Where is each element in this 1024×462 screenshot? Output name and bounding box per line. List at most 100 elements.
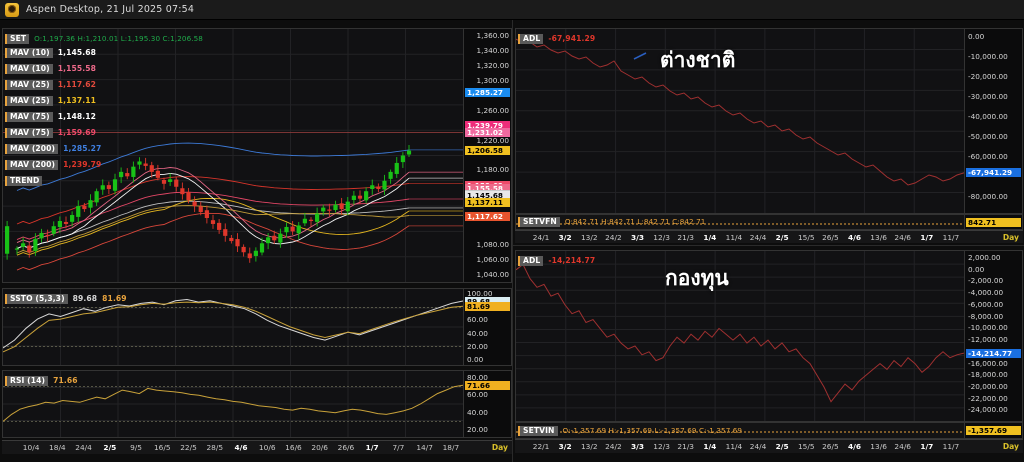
legend-mav-200-[interactable]: MAV (200) 1,239.79 [5,159,101,170]
adl-fund-tick: -10,000.00 [968,323,1008,333]
legend-value-rsi: 71.66 [53,376,78,385]
legend-ssto[interactable]: SSTO (5,3,3) 89.68 81.69 [5,293,127,304]
adl-fund-highlight-label[interactable]: -14,214.77 [966,348,1021,358]
adl-foreign-date-label: 11/4 [725,233,743,242]
left-date-label: 7/7 [392,443,405,452]
ssto-highlight-label[interactable]: 89.68 [465,296,510,306]
adl-foreign-axis[interactable]: 0.00 -10,000.00 -20,000.00 -30,000.00 -40,00… [965,28,1023,214]
adl-fund-tick: -20,000.00 [968,382,1008,391]
legend-chip-adl-fund[interactable]: ADL [518,255,544,266]
setvin-row[interactable] [515,422,965,439]
price-chart-plot[interactable] [2,28,464,283]
price-highlight-label[interactable]: 1,155.58 [465,184,510,194]
adl-fund-date-label: 11/7 [942,442,960,451]
price-highlight-label[interactable]: 1,231.02 [465,127,510,137]
legend-chip[interactable]: MAV (75) [5,127,53,138]
legend-chip-setvfn[interactable]: SETVFN [518,216,560,227]
price-highlight-label[interactable]: 1,239.79 [465,121,510,131]
left-day-tag[interactable]: Day [491,443,508,452]
legend-mav-200-[interactable]: MAV (200) 1,285.27 [5,143,101,154]
adl-fund-date-label: 24/2 [605,442,622,451]
adl-fund-axis[interactable]: 2,000.00 0.00 -2,000.00 -4,000.00 -6,000.00 -… [965,250,1023,422]
adl-fund-date-label: 13/2 [580,442,598,451]
price-highlight-label[interactable]: 1,145.68 [465,191,510,201]
legend-rsi[interactable]: RSI (14) 71.66 [5,375,78,386]
rsi-chart-svg [3,371,463,437]
rsi-chart-plot[interactable] [2,370,464,438]
legend-chip[interactable]: MAV (10) [5,63,53,74]
price-highlight-label[interactable]: 1,137.11 [465,197,510,207]
legend-setvfn[interactable]: SETVFN O:842.71 H:842.71 L:842.71 C:842.… [518,216,705,227]
legend-mav-25-[interactable]: MAV (25) 1,137.11 [5,95,96,106]
legend-value: 1,137.11 [57,96,97,105]
legend-chip-setvin[interactable]: SETVIN [518,425,558,436]
ssto-chart-plot[interactable] [2,288,464,366]
adl-foreign-date-label: 24/1 [532,233,550,242]
adl-foreign-tick: -80,000.00 [968,192,1008,201]
setvfn-axis[interactable]: 842.71 [965,214,1023,230]
legend-value: 1,148.12 [57,112,97,121]
ssto-series [3,298,463,353]
adl-foreign-date-label: 13/2 [580,233,598,242]
legend-chip[interactable]: MAV (25) [5,79,53,90]
legend-mav-25-[interactable]: MAV (25) 1,117.62 [5,79,96,90]
legend-chip[interactable]: TREND [5,175,43,186]
legend-chip-set[interactable]: SET [5,33,30,44]
setvin-axis[interactable]: -1,357.69 [965,422,1023,439]
adl-foreign-date-label: 4/6 [848,233,861,242]
legend-set[interactable]: SET O:1,197.36 H:1,210.01 L:1,195.30 C:1… [5,33,203,44]
adl-foreign-plot[interactable] [515,28,965,214]
setvfn-row[interactable] [515,214,965,230]
adl-foreign-day-tag[interactable]: Day [1002,233,1019,242]
price-highlight-label[interactable]: 1,206.58 [465,146,510,156]
legend-adl-foreign[interactable]: ADL -67,941.29 [518,33,595,44]
adl-fund-day-tag[interactable]: Day [1002,442,1019,451]
legend-chip[interactable]: MAV (25) [5,95,53,106]
price-axis[interactable]: 1,360.00 1,340.00 1,320.00 1,300.00 1,260.00… [464,28,512,283]
legend-adl-fund[interactable]: ADL -14,214.77 [518,255,595,266]
adl-fund-date-label: 24/4 [749,442,767,451]
legend-chip-adl-foreign[interactable]: ADL [518,33,544,44]
legend-chip-rsi[interactable]: RSI (14) [5,375,49,386]
adl-fund-date-axis[interactable]: Day 22/1 3/2 13/2 24/2 3/3 12/3 21/3 1/4 11/4 24/… [515,439,1023,453]
legend-chip-ssto[interactable]: SSTO (5,3,3) [5,293,68,304]
legend-mav-75-[interactable]: MAV (75) 1,159.69 [5,127,96,138]
setvin-badge[interactable]: -1,357.69 [966,426,1021,435]
column-splitter[interactable] [512,20,513,462]
left-date-label: 24/4 [75,443,92,452]
price-highlight-label[interactable]: 1,117.62 [465,212,510,222]
setvfn-series-svg [516,223,964,225]
left-date-axis[interactable]: Day 10/4 18/4 24/4 2/5 9/5 16/5 22/5 28/5 4/6 10/… [2,440,512,454]
legend-chip[interactable]: MAV (75) [5,111,53,122]
legend-value-adl-foreign: -67,941.29 [548,34,596,43]
adl-fund-gridlines [516,251,964,421]
ssto-tick: 40.00 [467,328,488,338]
legend-setvin[interactable]: SETVIN O:-1,357.69 H:-1,357.69 L:-1,357.… [518,425,742,436]
price-highlight-label[interactable]: 1,285.27 [465,87,510,97]
setvfn-badge[interactable]: 842.71 [966,218,1021,227]
adl-foreign-date-label: 15/5 [797,233,815,242]
adl-foreign-date-axis[interactable]: Day 24/1 3/2 13/2 24/2 3/3 12/3 21/3 1/4 11/4 24/… [515,230,1023,243]
adl-fund-date-label: 1/7 [920,442,934,451]
left-date-label: 26/6 [337,443,355,452]
adl-foreign-date-label: 26/5 [822,233,839,242]
legend-value-adl-fund: -14,214.77 [548,256,596,265]
legend-mav-10-[interactable]: MAV (10) 1,155.58 [5,63,96,74]
adl-foreign-highlight-label[interactable]: -67,941.29 [966,168,1021,178]
legend-chip[interactable]: MAV (200) [5,159,59,170]
adl-foreign-tick: -60,000.00 [968,152,1008,161]
right-panel-splitter[interactable] [513,245,1024,246]
adl-foreign-svg [516,29,964,213]
rsi-highlight-label[interactable]: 71.66 [465,380,510,390]
legend-trend[interactable]: TREND [5,175,43,186]
legend-chip[interactable]: MAV (10) [5,47,53,58]
adl-foreign-date-label: 21/3 [677,233,695,242]
legend-mav-75-[interactable]: MAV (75) 1,148.12 [5,111,96,122]
legend-mav-10-[interactable]: MAV (10) 1,145.68 [5,47,96,58]
ssto-highlight-label[interactable]: 81.69 [465,301,510,311]
legend-chip[interactable]: MAV (200) [5,143,59,154]
adl-foreign-date-label: 24/2 [605,233,622,242]
adl-fund-plot[interactable] [515,250,965,422]
rsi-axis[interactable]: 80.00 60.00 40.00 20.00 71.66 [464,370,512,438]
